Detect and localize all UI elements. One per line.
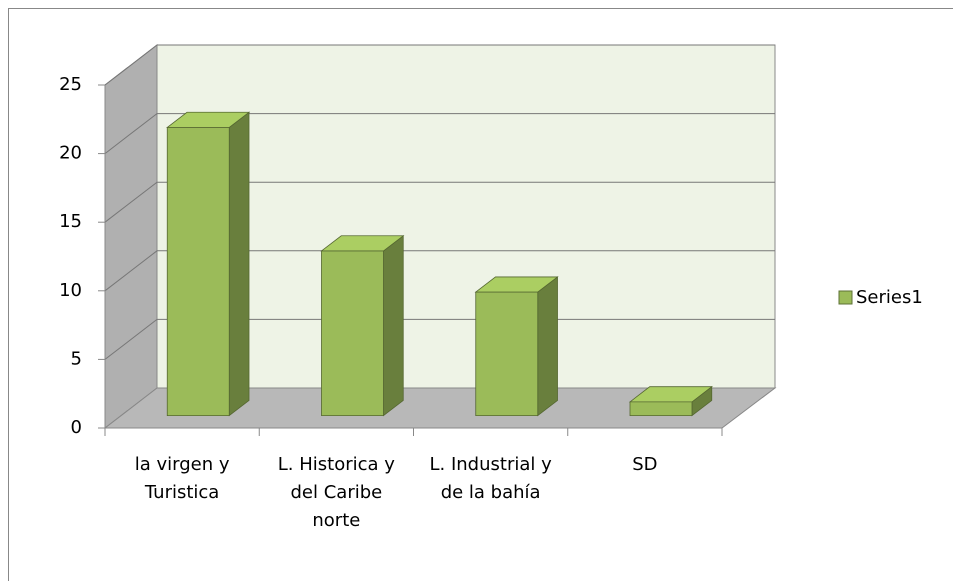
side-wall xyxy=(104,43,158,430)
x-tick-label: L. Industrial y de la bahía xyxy=(429,454,552,503)
grid-line xyxy=(104,250,775,292)
y-tick-label: 10 xyxy=(59,280,82,301)
bar-side xyxy=(383,234,404,417)
y-tick-label: 0 xyxy=(71,417,82,438)
grid-line xyxy=(104,181,775,223)
x-tick-label: la virgen y Turistica xyxy=(134,454,230,503)
bar xyxy=(166,111,251,417)
grid-line xyxy=(104,113,775,154)
bar-side xyxy=(228,111,250,417)
bar-front xyxy=(629,401,693,417)
bar xyxy=(474,276,559,417)
y-tick-label: 25 xyxy=(59,74,82,95)
back-wall xyxy=(156,44,776,389)
bar-front xyxy=(321,250,384,417)
bar-side xyxy=(537,276,558,417)
y-tick-label: 5 xyxy=(71,348,82,369)
legend-swatch xyxy=(838,290,853,305)
y-tick-label: 15 xyxy=(59,211,82,232)
bar xyxy=(320,234,405,417)
bar-front xyxy=(475,291,539,417)
grid-line xyxy=(104,44,775,86)
bar xyxy=(628,385,713,417)
grid-line xyxy=(104,318,775,360)
y-tick-label: 20 xyxy=(59,143,82,164)
x-tick-label: L. Historica y del Caribe norte xyxy=(277,454,395,531)
legend-label: Series1 xyxy=(856,287,923,308)
bar-front xyxy=(166,127,230,417)
x-tick-label: SD xyxy=(632,454,658,475)
